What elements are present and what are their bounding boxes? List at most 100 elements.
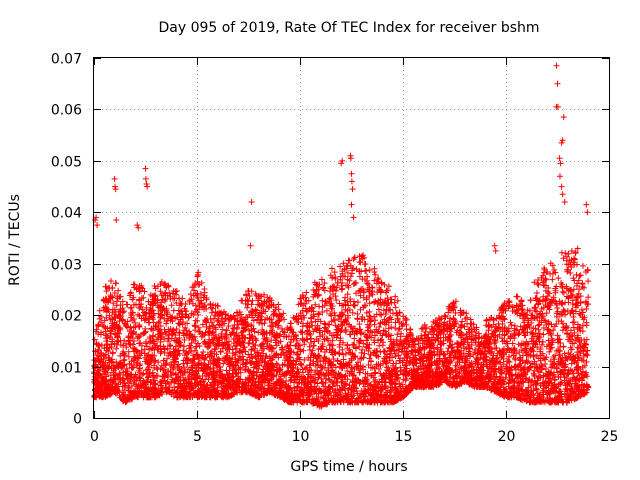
data-point bbox=[130, 301, 137, 308]
data-point bbox=[341, 297, 348, 304]
data-point bbox=[300, 347, 307, 354]
data-point bbox=[377, 370, 384, 377]
data-point bbox=[108, 341, 115, 348]
data-point bbox=[531, 279, 538, 286]
data-point bbox=[281, 316, 288, 323]
data-point bbox=[570, 324, 577, 331]
data-point bbox=[115, 287, 122, 294]
data-point bbox=[248, 321, 255, 328]
data-point bbox=[583, 305, 590, 312]
data-point bbox=[372, 271, 379, 278]
data-point bbox=[309, 347, 316, 354]
data-point bbox=[418, 332, 425, 339]
data-point bbox=[371, 265, 378, 272]
data-point bbox=[163, 320, 170, 327]
data-point bbox=[577, 272, 584, 279]
data-point bbox=[194, 311, 201, 318]
data-point bbox=[333, 296, 340, 303]
data-point bbox=[332, 275, 339, 282]
data-point bbox=[143, 338, 150, 345]
data-point bbox=[535, 326, 542, 333]
data-point bbox=[357, 326, 364, 333]
data-point bbox=[543, 310, 550, 317]
data-point bbox=[441, 312, 448, 319]
data-point bbox=[306, 343, 313, 350]
data-point bbox=[548, 364, 555, 371]
data-point bbox=[539, 338, 546, 345]
data-point bbox=[558, 249, 565, 256]
data-point bbox=[568, 247, 575, 254]
data-point bbox=[158, 311, 165, 318]
data-point bbox=[331, 269, 338, 276]
data-point bbox=[154, 366, 161, 373]
data-point bbox=[372, 369, 379, 376]
data-point bbox=[328, 265, 335, 272]
data-point bbox=[235, 321, 242, 328]
data-point bbox=[210, 315, 217, 322]
data-point bbox=[243, 291, 250, 298]
data-point bbox=[518, 297, 525, 304]
data-point bbox=[353, 290, 360, 297]
data-point bbox=[223, 367, 230, 374]
data-point bbox=[517, 323, 524, 330]
data-point bbox=[245, 351, 252, 358]
data-point bbox=[141, 288, 148, 295]
data-point bbox=[127, 305, 134, 312]
data-point bbox=[339, 285, 346, 292]
data-point bbox=[255, 329, 262, 336]
data-point bbox=[509, 340, 516, 347]
data-point bbox=[347, 273, 354, 280]
data-point bbox=[585, 278, 592, 285]
data-point bbox=[130, 364, 137, 371]
data-point bbox=[158, 299, 165, 306]
data-point bbox=[238, 311, 245, 318]
data-point bbox=[123, 301, 130, 308]
data-point bbox=[319, 379, 326, 386]
data-point bbox=[380, 348, 387, 355]
chart-title: Day 095 of 2019, Rate Of TEC Index for r… bbox=[158, 20, 539, 36]
data-point bbox=[181, 343, 188, 350]
data-point bbox=[571, 329, 578, 336]
data-point bbox=[392, 304, 399, 311]
data-point bbox=[329, 274, 336, 281]
data-point bbox=[555, 275, 562, 282]
data-point bbox=[332, 287, 339, 294]
data-point bbox=[392, 293, 399, 300]
data-point bbox=[111, 314, 118, 321]
data-point bbox=[437, 316, 444, 323]
data-point bbox=[287, 377, 294, 384]
data-point bbox=[166, 342, 173, 349]
data-point bbox=[205, 344, 212, 351]
data-point bbox=[560, 255, 567, 262]
data-point bbox=[169, 290, 176, 297]
data-point bbox=[244, 304, 251, 311]
data-point bbox=[322, 379, 329, 386]
data-point bbox=[395, 352, 402, 359]
data-point bbox=[287, 320, 294, 327]
data-point bbox=[371, 277, 378, 284]
data-point bbox=[125, 338, 132, 345]
data-point bbox=[407, 326, 414, 333]
data-point bbox=[225, 322, 232, 329]
data-point bbox=[208, 319, 215, 326]
data-point bbox=[545, 304, 552, 311]
data-point bbox=[568, 346, 575, 353]
data-point bbox=[506, 299, 513, 306]
data-point bbox=[337, 263, 344, 270]
data-point bbox=[579, 262, 586, 269]
data-point bbox=[103, 288, 110, 295]
data-point bbox=[106, 312, 113, 319]
data-point bbox=[346, 257, 353, 264]
data-point bbox=[146, 313, 153, 320]
data-point bbox=[362, 267, 369, 274]
data-point bbox=[110, 300, 117, 307]
data-point bbox=[402, 317, 409, 324]
data-point bbox=[339, 322, 346, 329]
data-point bbox=[486, 316, 493, 323]
data-point bbox=[130, 338, 137, 345]
data-point bbox=[176, 321, 183, 328]
data-point bbox=[271, 333, 278, 340]
data-point bbox=[351, 325, 358, 332]
data-point bbox=[129, 317, 136, 324]
data-point bbox=[560, 343, 567, 350]
